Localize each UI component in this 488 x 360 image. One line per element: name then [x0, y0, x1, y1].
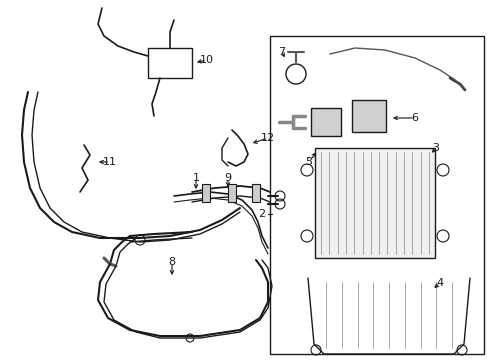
- Text: 9: 9: [224, 173, 231, 183]
- Bar: [310, 108, 340, 136]
- Text: 6: 6: [411, 113, 418, 123]
- Text: 3: 3: [431, 143, 439, 153]
- Text: 2: 2: [258, 209, 265, 219]
- Bar: [148, 48, 192, 78]
- Text: 5: 5: [305, 157, 312, 167]
- Text: 12: 12: [261, 133, 274, 143]
- Text: 10: 10: [200, 55, 214, 65]
- Bar: [351, 100, 385, 132]
- Text: 8: 8: [168, 257, 175, 267]
- Bar: [202, 184, 209, 202]
- Bar: [269, 36, 483, 354]
- Text: 1: 1: [192, 173, 199, 183]
- Bar: [251, 184, 260, 202]
- Text: 7: 7: [278, 47, 285, 57]
- Bar: [314, 148, 434, 258]
- Text: 11: 11: [103, 157, 117, 167]
- Bar: [227, 184, 236, 202]
- Text: 4: 4: [436, 278, 443, 288]
